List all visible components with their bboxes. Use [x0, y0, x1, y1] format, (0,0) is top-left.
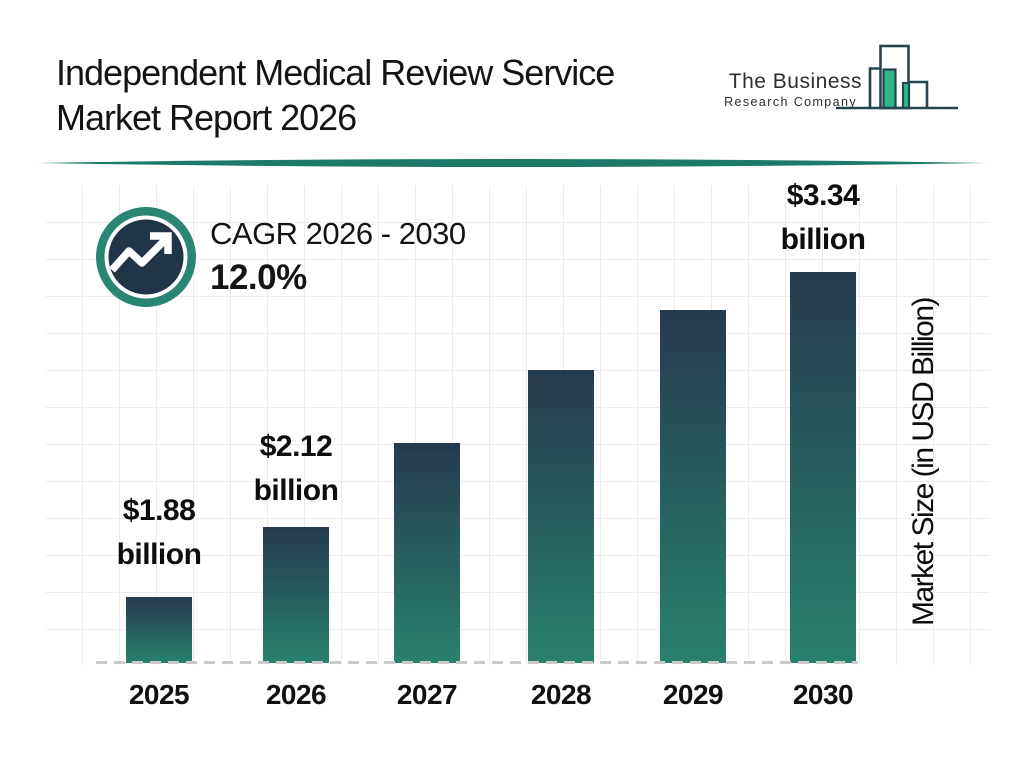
cagr-badge: [96, 207, 196, 307]
logo-barchart-icon: [836, 44, 958, 110]
x-label-2025: 2025: [128, 679, 190, 710]
company-logo-text: The Business Research Company: [722, 70, 862, 109]
value-label-2026: $2.12 billion: [216, 425, 376, 513]
x-label-2029: 2029: [662, 679, 724, 710]
bar-2027: [394, 443, 460, 663]
value-label-line: $1.88: [122, 494, 196, 527]
value-label-line: $3.34: [786, 179, 860, 212]
logo-name: The Business: [728, 70, 862, 93]
page-title-line2: Market Report 2026: [56, 97, 357, 138]
logo-subtitle: Research Company: [724, 95, 857, 109]
value-label-line: billion: [253, 474, 339, 507]
company-logo: The Business Research Company: [724, 42, 962, 116]
bar-2026: [263, 527, 329, 663]
x-label-2028: 2028: [530, 679, 592, 710]
trend-up-icon: [96, 207, 196, 307]
value-label-line: $2.12: [259, 430, 333, 463]
page-title: Independent Medical Review Service Marke…: [56, 50, 615, 140]
x-label-2027: 2027: [396, 679, 458, 710]
value-label-line: billion: [116, 538, 202, 571]
bar-2030: [790, 272, 856, 663]
axis-baseline-dashed: [96, 661, 858, 664]
cagr-label: CAGR 2026 - 2030: [210, 216, 466, 251]
bar-2028: [528, 370, 594, 663]
divider-line: [38, 159, 986, 167]
y-axis-label: Market Size (in USD Billion): [907, 297, 940, 627]
x-label-2026: 2026: [265, 679, 327, 710]
value-label-2025: $1.88 billion: [79, 489, 239, 577]
value-label-2030: $3.34 billion: [743, 174, 903, 262]
value-label-line: billion: [780, 223, 866, 256]
page-title-line1: Independent Medical Review Service: [56, 52, 615, 93]
bar-2029: [660, 310, 726, 663]
cagr-value: 12.0%: [210, 258, 307, 297]
x-label-2030: 2030: [792, 679, 854, 710]
bar-2025: [126, 597, 192, 663]
